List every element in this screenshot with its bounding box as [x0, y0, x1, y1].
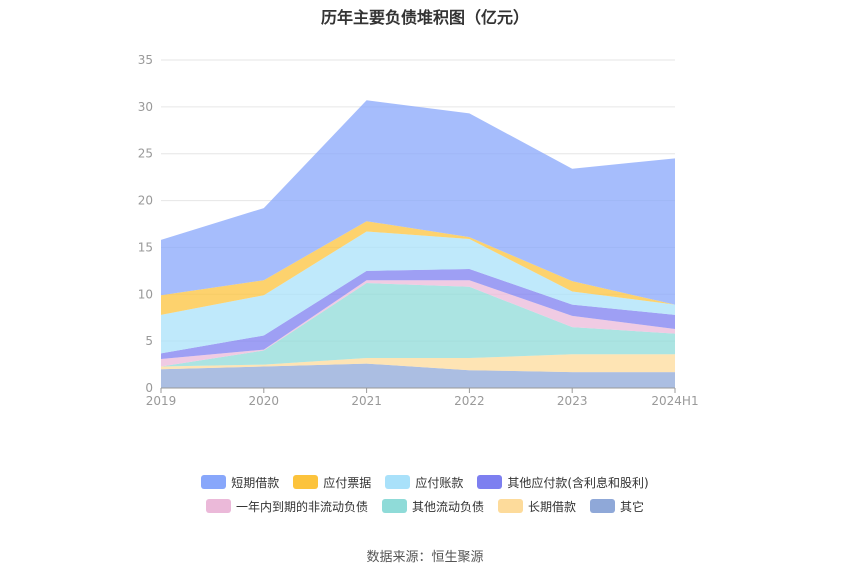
legend: 短期借款 应付票据 应付账款 其他应付款(含利息和股利) 一年内到期的非流动负债 其他流… [0, 472, 850, 520]
y-tick-label: 20 [138, 194, 153, 208]
legend-label: 短期借款 [231, 475, 280, 490]
y-tick-label: 15 [138, 240, 153, 254]
legend-item[interactable]: 其它 [590, 496, 644, 516]
legend-item[interactable]: 其他流动负债 [381, 496, 484, 516]
area-其他应付款(含利息和股利) [161, 268, 675, 359]
area-长期借款 [161, 354, 675, 373]
legend-item[interactable]: 应付账款 [385, 472, 463, 492]
legend-item[interactable]: 应付票据 [293, 472, 371, 492]
chart-title: 历年主要负债堆积图（亿元） [320, 8, 529, 27]
source-note: 数据来源：恒生聚源 [366, 550, 484, 565]
y-tick-label: 30 [138, 100, 153, 114]
area-一年内到期的非流动负债 [161, 280, 675, 367]
x-tick-label: 2021 [351, 394, 382, 408]
legend-swatch [477, 475, 503, 489]
y-tick-label: 10 [138, 287, 153, 301]
legend-swatch [201, 475, 227, 489]
legend-label: 长期借款 [528, 499, 577, 514]
legend-swatch [385, 475, 411, 489]
area-series [161, 100, 675, 388]
legend-row: 一年内到期的非流动负债 其他流动负债 长期借款 其它 [0, 496, 850, 516]
legend-swatch [293, 475, 319, 489]
legend-swatch [498, 499, 523, 513]
area-其他流动负债 [161, 283, 675, 367]
legend-item[interactable]: 短期借款 [201, 472, 279, 492]
area-其它 [161, 363, 675, 388]
legend-label: 其他流动负债 [411, 499, 484, 514]
y-tick-label: 5 [145, 334, 153, 348]
x-tick-label: 2023 [557, 394, 588, 408]
x-tick-label: 2022 [454, 394, 485, 408]
x-tick-label: 2019 [146, 394, 177, 408]
legend-label: 其它 [620, 499, 645, 514]
legend-label: 其他应付款(含利息和股利) [507, 475, 649, 490]
y-tick-label: 25 [138, 147, 153, 161]
legend-row: 短期借款 应付票据 应付账款 其他应付款(含利息和股利) [0, 472, 850, 492]
legend-label: 一年内到期的非流动负债 [235, 499, 368, 514]
legend-swatch [205, 499, 231, 513]
area-应付账款 [161, 231, 675, 354]
legend-item[interactable]: 一年内到期的非流动负债 [205, 496, 368, 516]
y-tick-label: 0 [145, 381, 153, 395]
x-tick-label: 2020 [249, 394, 280, 408]
area-短期借款 [161, 100, 675, 305]
y-tick-label: 35 [138, 53, 153, 67]
legend-item[interactable]: 其他应付款(含利息和股利) [477, 472, 649, 492]
legend-item[interactable]: 长期借款 [498, 496, 576, 516]
axes: 0 5 10 15 20 25 30 35 2019 2020 2021 2022 2023 2024H1 [138, 53, 699, 408]
legend-swatch [381, 499, 407, 513]
legend-swatch [590, 499, 616, 513]
legend-label: 应付账款 [415, 475, 464, 490]
legend-label: 应付票据 [323, 475, 372, 490]
x-tick-label: 2024H1 [651, 394, 698, 408]
